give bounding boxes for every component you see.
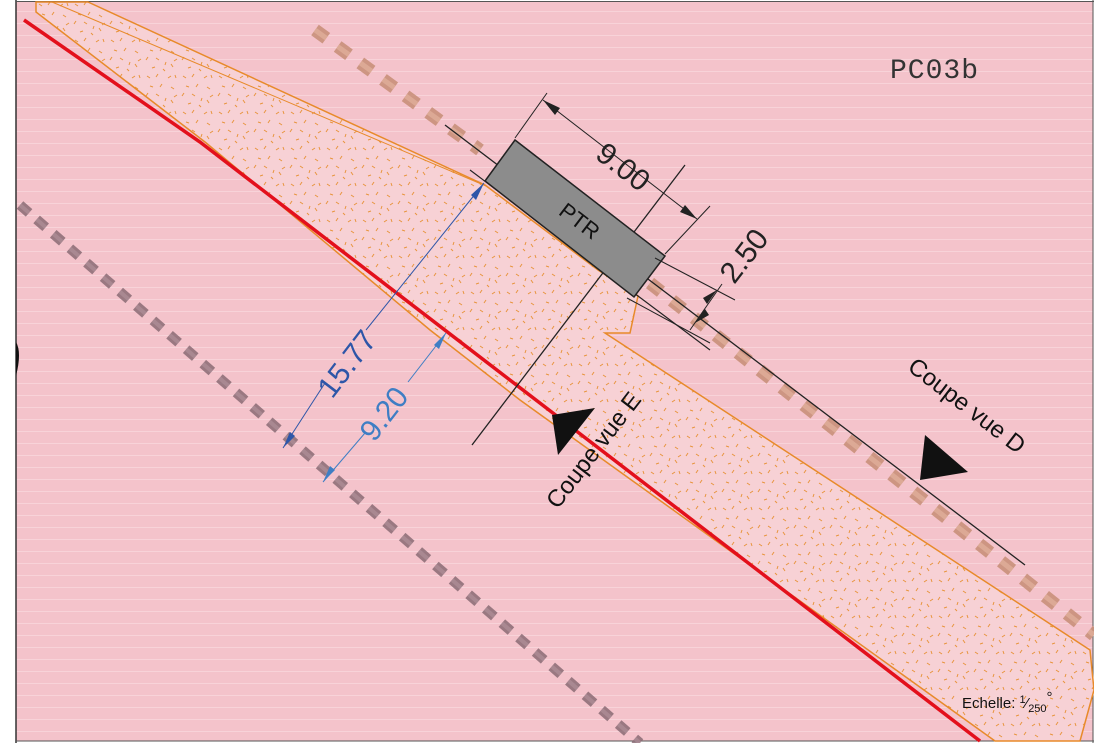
frame-edge-marker [16,342,19,376]
sheet-code: PC03b [890,56,979,87]
section-line-e [471,164,686,446]
section-marker-d [920,435,968,480]
section-marker-e [552,408,595,455]
scale-denominator: 250 [1028,703,1046,715]
property-line [23,18,982,743]
scale-suffix: ° [1047,689,1053,706]
dotted-path-left [16,201,644,743]
scale-label: Echelle: 1⁄250° [962,689,1053,715]
scale-fraction-slash: ⁄ [1022,695,1031,712]
building-ptr: PTR [483,138,667,299]
scale-prefix: Echelle: [962,695,1020,712]
road-band [35,1,1094,742]
road-band-inner-edge [51,1,487,187]
scale-numerator: 1 [1020,694,1026,706]
